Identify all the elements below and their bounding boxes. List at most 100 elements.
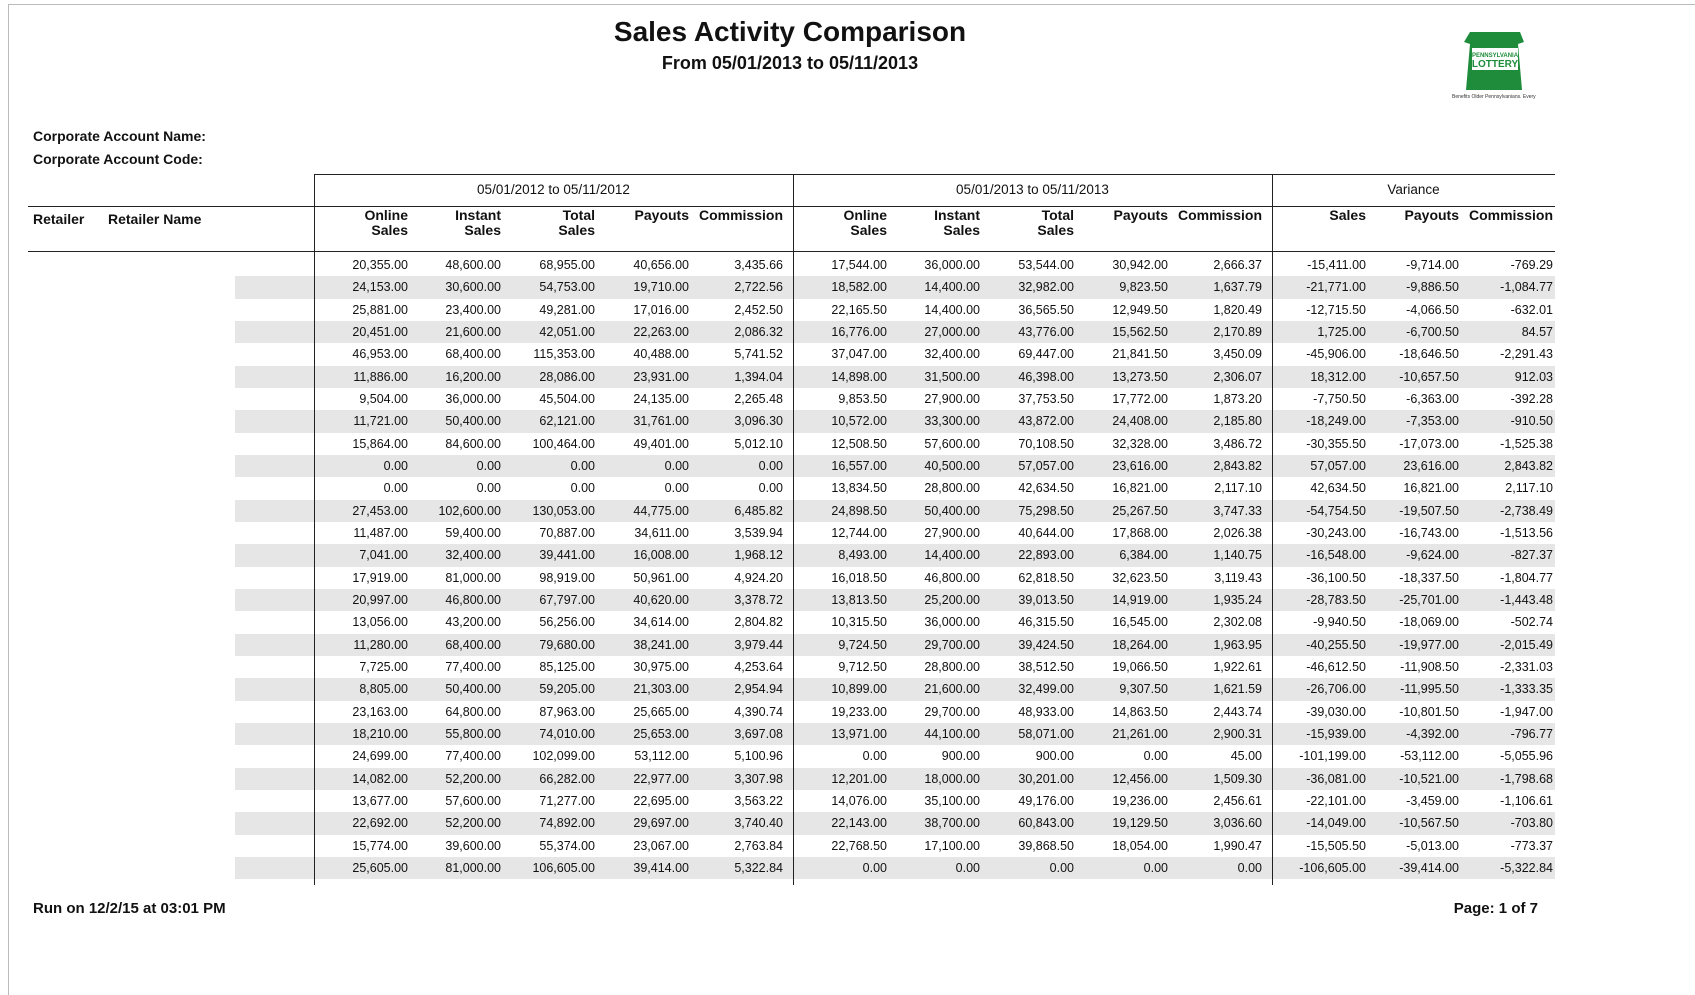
cell: 10,899.00 [831,682,887,697]
cell: 98,919.00 [539,570,595,585]
cell: 49,401.00 [633,436,689,451]
row-shade [235,588,1555,612]
cell: 0.00 [955,860,980,875]
rule [28,251,1555,252]
cell: 0.00 [1143,749,1168,764]
report-subtitle: From 05/01/2013 to 05/11/2013 [661,53,919,73]
cell: 14,400.00 [924,548,980,563]
row-shade [235,856,1555,880]
cell: 46,800.00 [924,570,980,585]
column-header: Sales [1037,222,1074,238]
cell: 106,605.00 [532,860,595,875]
cell: 32,400.00 [445,548,501,563]
cell: -1,804.77 [1500,570,1553,585]
cell: 40,488.00 [633,347,689,362]
cell: 28,086.00 [539,369,595,384]
cell: 2,452.50 [734,302,783,317]
cell: 14,400.00 [924,280,980,295]
cell: 2,306.07 [1213,369,1262,384]
cell: 21,841.50 [1112,347,1168,362]
cell: 2,117.10 [1505,481,1553,496]
cell: -39,414.00 [1399,860,1459,875]
cell: 70,108.50 [1018,436,1074,451]
cell: 39,441.00 [539,548,595,563]
column-header: Online [364,207,408,223]
cell: 16,776.00 [831,324,887,339]
cell: 17,919.00 [352,570,408,585]
cell: -2,291.43 [1500,347,1553,362]
cell: 27,453.00 [352,503,408,518]
cell: 85,125.00 [539,659,595,674]
cell: -15,411.00 [1307,258,1366,272]
cell: 0.00 [570,481,595,496]
account-name-label: Corporate Account Name: [33,128,206,144]
cell: 8,805.00 [359,682,408,697]
rule [314,174,1555,175]
cell: 18,000.00 [924,771,980,786]
cell: -39,030.00 [1306,704,1366,719]
column-header: Commission [698,207,783,223]
cell: 21,303.00 [633,682,689,697]
cell: 11,487.00 [353,525,408,540]
cell: 18,264.00 [1112,637,1168,652]
cell: 30,201.00 [1018,771,1074,786]
cell: 21,600.00 [445,324,501,339]
cell: 0.00 [570,458,595,473]
cell: 102,099.00 [532,749,595,764]
account-code-label: Corporate Account Code: [33,151,203,167]
cell: 130,053.00 [532,503,595,518]
cell: 14,898.00 [831,369,887,384]
column-header: Total [1041,207,1074,223]
cell: -1,798.68 [1500,771,1553,786]
cell: 25,653.00 [633,726,689,741]
report-title: Sales Activity Comparison [613,16,967,47]
cell: 17,544.00 [831,258,887,272]
cell: -910.50 [1510,414,1553,429]
cell: 44,100.00 [924,726,980,741]
cell: 1,935.24 [1213,592,1262,607]
cell: -36,100.50 [1306,570,1366,585]
cell: 25,200.00 [924,592,980,607]
cell: 12,949.50 [1112,302,1168,317]
cell: 16,557.00 [831,458,887,473]
cell: -15,505.50 [1306,838,1366,853]
cell: 18,312.00 [1310,369,1366,384]
cell: -36,081.00 [1306,771,1366,786]
logo-band [1472,48,1518,70]
cell: 3,539.94 [734,525,783,540]
cell: -19,507.50 [1399,503,1459,518]
cell: 20,355.00 [352,258,408,272]
cell: 1,968.12 [734,548,783,563]
cell: 0.00 [664,481,689,496]
cell: -12,715.50 [1306,302,1366,317]
cell: 53,544.00 [1018,258,1074,272]
cell: 0.00 [758,458,783,473]
cell: -7,353.00 [1406,414,1459,429]
cell: 7,725.00 [359,659,408,674]
cell: -1,525.38 [1500,436,1553,451]
cell: 5,012.10 [734,436,783,451]
cell: 23,400.00 [445,302,501,317]
cell: -1,084.77 [1500,280,1553,295]
cell: -11,995.50 [1400,682,1459,697]
cell: 87,963.00 [539,704,595,719]
cell: 23,616.00 [1403,458,1459,473]
cell: -769.29 [1510,258,1553,272]
cell: 27,900.00 [924,525,980,540]
cell: 67,797.00 [539,592,595,607]
cell: 22,263.00 [633,324,689,339]
column-divider [793,174,794,886]
cell: -18,337.50 [1399,570,1459,585]
logo-text: PENNSYLVANIA [1472,53,1519,59]
cell: 15,562.50 [1112,324,1168,339]
row-shade [235,767,1555,790]
cell: -21,771.00 [1306,280,1366,295]
cell: 25,665.00 [633,704,689,719]
cell: 53,112.00 [634,749,689,764]
cell: 2,026.38 [1213,525,1262,540]
cell: 11,886.00 [353,369,408,384]
cell: 38,700.00 [924,816,980,831]
cell: 79,680.00 [539,637,595,652]
cell: 115,353.00 [533,347,595,362]
